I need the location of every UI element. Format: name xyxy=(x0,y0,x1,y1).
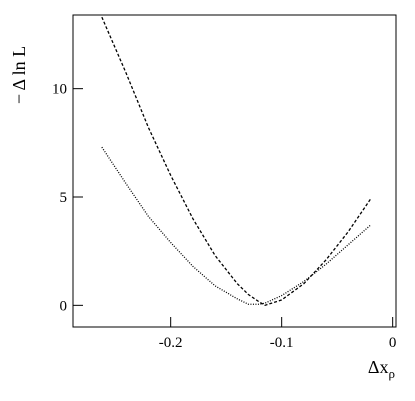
x-label-main: Δx xyxy=(368,357,389,377)
curve xyxy=(101,16,372,307)
x-tick-label: 0 xyxy=(389,335,397,351)
plot-frame xyxy=(72,14,397,328)
y-tick-label: 10 xyxy=(52,82,67,98)
y-tick-label: 5 xyxy=(60,190,68,206)
x-axis-label: Δxρ xyxy=(368,357,395,381)
x-tick-label: -0.2 xyxy=(159,335,183,351)
curve xyxy=(101,146,371,305)
x-label-sub: ρ xyxy=(389,366,396,381)
x-tick-label: -0.1 xyxy=(270,335,294,351)
y-tick-label: 0 xyxy=(60,298,68,314)
y-axis-label: − Δ ln L xyxy=(9,46,29,104)
